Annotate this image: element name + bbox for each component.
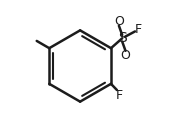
Text: F: F <box>115 89 123 102</box>
Text: S: S <box>118 31 127 45</box>
Text: O: O <box>121 49 130 62</box>
Text: F: F <box>135 23 142 36</box>
Text: O: O <box>114 15 124 28</box>
